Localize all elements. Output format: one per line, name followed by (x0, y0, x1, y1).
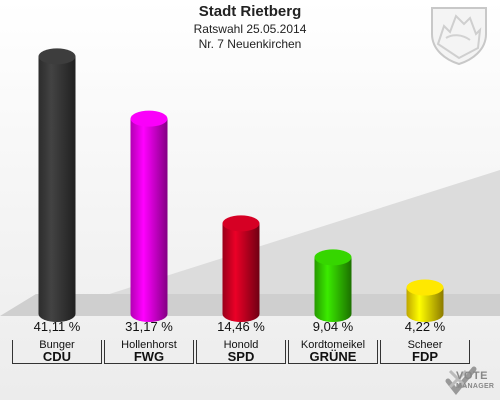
party-label: SPD (227, 349, 255, 364)
chart-title: Stadt Rietberg (198, 3, 302, 20)
candidate-label: Honold (223, 339, 259, 351)
bar-fwg (130, 118, 168, 314)
party-label: GRÜNE (309, 349, 357, 364)
category-bracket (196, 340, 286, 364)
party-label: FDP (412, 349, 438, 364)
candidate-label: Scheer (407, 339, 443, 351)
bar-base-fwg (130, 306, 168, 322)
bar-spd (222, 223, 260, 314)
logo-text-vote: VOTE (456, 370, 488, 382)
candidate-label: Kordtomeikel (300, 339, 366, 351)
category-bracket (380, 340, 470, 364)
chart-floor (0, 170, 500, 316)
value-label: 31,17 % (125, 319, 173, 334)
value-label: 14,46 % (217, 319, 265, 334)
bar-grüne (314, 257, 352, 314)
candidate-label: Bunger (39, 339, 75, 351)
coat-of-arms-icon (431, 7, 487, 66)
category-bracket (12, 340, 102, 364)
bar-cap-cdu (38, 48, 76, 65)
bar-base-fdp (406, 306, 444, 322)
category-bracket (104, 340, 194, 364)
bar-base-spd (222, 306, 260, 322)
value-label: 9,04 % (312, 319, 354, 334)
bar-cap-fdp (406, 279, 444, 296)
vote-manager-logo-icon (445, 366, 477, 395)
bar-base-grüne (314, 306, 352, 322)
bar-cdu (38, 56, 76, 315)
bar-base-cdu (38, 306, 76, 322)
value-label: 41,11 % (33, 319, 81, 334)
bar-cap-spd (222, 215, 260, 232)
chart-subtitle: Ratswahl 25.05.2014 (193, 22, 307, 36)
value-label: 4,22 % (404, 319, 446, 334)
party-label: FWG (133, 349, 165, 364)
category-bracket (288, 340, 378, 364)
bar-cap-grüne (314, 249, 352, 266)
candidate-label: Hollenhorst (121, 339, 177, 351)
party-label: CDU (42, 349, 72, 364)
bar-cap-fwg (130, 110, 168, 127)
logo-text-manager: MANAGER (456, 383, 495, 390)
chart-district: Nr. 7 Neuenkirchen (198, 37, 302, 51)
